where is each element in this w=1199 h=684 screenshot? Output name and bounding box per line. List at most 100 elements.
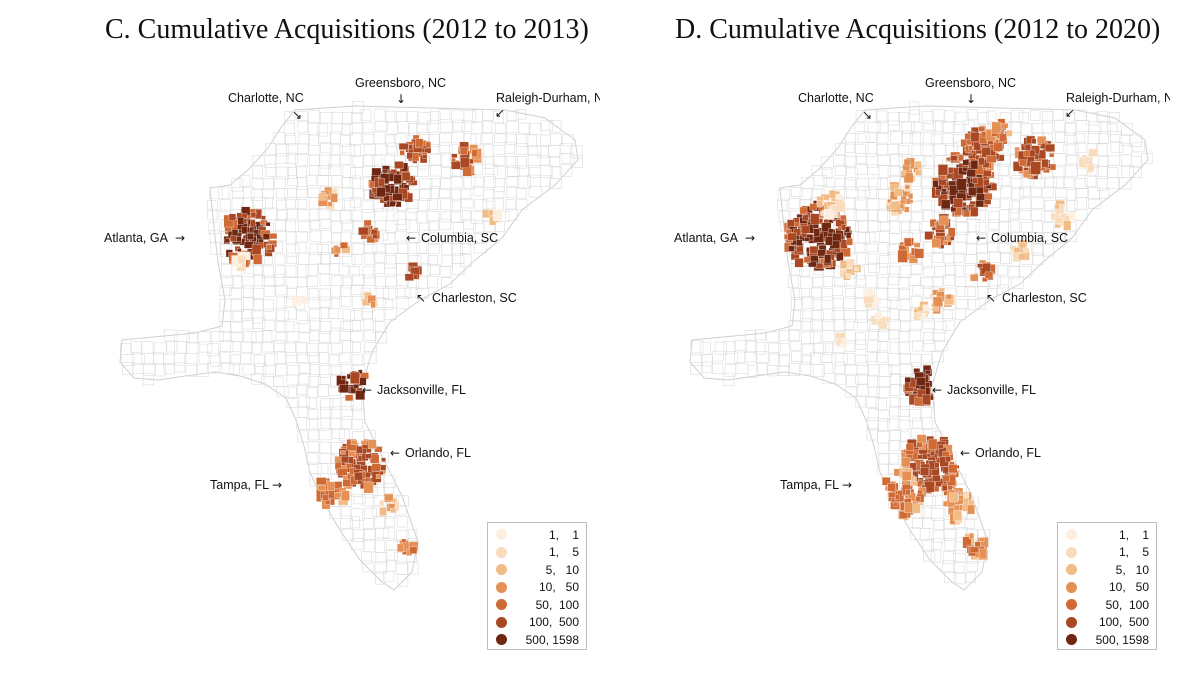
zip-area bbox=[518, 176, 531, 189]
zip-area bbox=[942, 551, 954, 564]
acquisition-area bbox=[854, 266, 859, 271]
acquisition-area bbox=[334, 492, 342, 498]
zip-area bbox=[274, 253, 286, 265]
zip-area bbox=[210, 242, 222, 255]
zip-area bbox=[485, 163, 498, 175]
zip-area bbox=[275, 166, 289, 180]
zip-area bbox=[931, 508, 945, 521]
zip-area bbox=[877, 340, 889, 352]
zip-area bbox=[799, 287, 810, 299]
zip-area bbox=[888, 440, 900, 451]
zip-area bbox=[174, 362, 186, 373]
zip-area bbox=[341, 276, 352, 289]
acquisition-area bbox=[904, 206, 910, 213]
zip-area bbox=[252, 310, 264, 324]
zip-area bbox=[240, 352, 252, 364]
zip-area bbox=[286, 167, 298, 179]
zip-area bbox=[832, 285, 843, 296]
acquisition-area bbox=[870, 315, 877, 323]
zip-area bbox=[800, 361, 811, 375]
zip-area bbox=[923, 120, 936, 131]
zip-area bbox=[843, 318, 855, 331]
zip-area bbox=[920, 142, 934, 156]
zip-area bbox=[877, 329, 890, 342]
zip-area bbox=[998, 209, 1011, 222]
zip-area bbox=[407, 242, 420, 254]
acquisition-area bbox=[953, 510, 962, 521]
zip-area bbox=[298, 395, 310, 409]
zip-area bbox=[977, 112, 989, 125]
zip-area bbox=[921, 165, 934, 179]
zip-area bbox=[416, 165, 430, 177]
acquisition-area bbox=[246, 233, 254, 240]
legend-label: 5, 10 bbox=[545, 562, 579, 577]
acquisition-area bbox=[904, 184, 910, 190]
zip-area bbox=[1129, 134, 1142, 147]
choropleth-map-c: Charlotte, NC ↘ Greensboro, NC ↓ Raleigh… bbox=[104, 76, 600, 591]
acquisition-area bbox=[889, 183, 899, 192]
zip-area bbox=[744, 339, 757, 353]
zip-area bbox=[297, 264, 309, 278]
zip-area bbox=[866, 241, 878, 252]
acquisition-area bbox=[350, 371, 360, 384]
zip-area bbox=[318, 263, 331, 274]
zip-area bbox=[319, 307, 330, 319]
zip-area bbox=[540, 120, 553, 132]
zip-area bbox=[877, 463, 890, 475]
zip-area bbox=[539, 155, 551, 166]
zip-area bbox=[296, 430, 309, 443]
zip-area bbox=[430, 178, 441, 189]
city-label-raleigh-durham: Raleigh-Durham, NC bbox=[1066, 91, 1170, 105]
zip-area bbox=[493, 178, 505, 192]
acquisition-area bbox=[928, 438, 938, 450]
zip-area bbox=[766, 331, 779, 344]
arrow-greensboro: ↓ bbox=[396, 92, 406, 106]
zip-area bbox=[319, 441, 331, 454]
zip-area bbox=[835, 374, 847, 385]
zip-area bbox=[899, 298, 913, 311]
acquisition-area bbox=[339, 384, 349, 393]
acquisition-hotspots bbox=[223, 134, 503, 556]
zip-area bbox=[351, 254, 363, 265]
acquisition-area bbox=[1030, 161, 1041, 175]
zip-area bbox=[274, 351, 287, 365]
zip-area bbox=[350, 538, 364, 550]
zip-area bbox=[262, 275, 276, 286]
legend-swatch bbox=[1066, 564, 1077, 576]
zip-area bbox=[429, 153, 443, 167]
legend-swatch bbox=[1066, 616, 1077, 628]
zip-area bbox=[923, 339, 936, 353]
zip-area bbox=[251, 373, 262, 385]
acquisition-area bbox=[370, 301, 376, 308]
legend-swatch bbox=[496, 564, 507, 576]
zip-area bbox=[930, 549, 942, 563]
zip-area bbox=[241, 318, 254, 330]
zip-area bbox=[875, 398, 887, 411]
zip-area bbox=[253, 274, 265, 287]
zip-area bbox=[243, 285, 254, 299]
zip-area bbox=[492, 154, 506, 166]
zip-area bbox=[329, 398, 341, 410]
acquisition-area bbox=[874, 312, 883, 319]
zip-area bbox=[844, 156, 857, 167]
zip-area bbox=[273, 132, 286, 144]
zip-area bbox=[309, 219, 320, 230]
acquisition-area bbox=[379, 470, 384, 476]
legend-item: 1, 5 bbox=[492, 544, 582, 562]
zip-area bbox=[943, 110, 955, 122]
zip-area bbox=[1119, 134, 1131, 147]
zip-area bbox=[507, 165, 520, 178]
zip-area bbox=[384, 263, 397, 276]
zip-area bbox=[954, 252, 965, 263]
zip-area bbox=[341, 405, 354, 417]
acquisition-area bbox=[350, 440, 358, 445]
zip-area bbox=[340, 364, 352, 376]
acquisition-area bbox=[366, 235, 376, 244]
zip-area bbox=[857, 383, 869, 397]
zip-area bbox=[296, 417, 307, 430]
zip-area bbox=[878, 299, 892, 312]
zip-area bbox=[857, 131, 870, 143]
acquisition-area bbox=[922, 394, 931, 405]
acquisition-area bbox=[899, 511, 908, 519]
zip-area bbox=[317, 244, 330, 255]
